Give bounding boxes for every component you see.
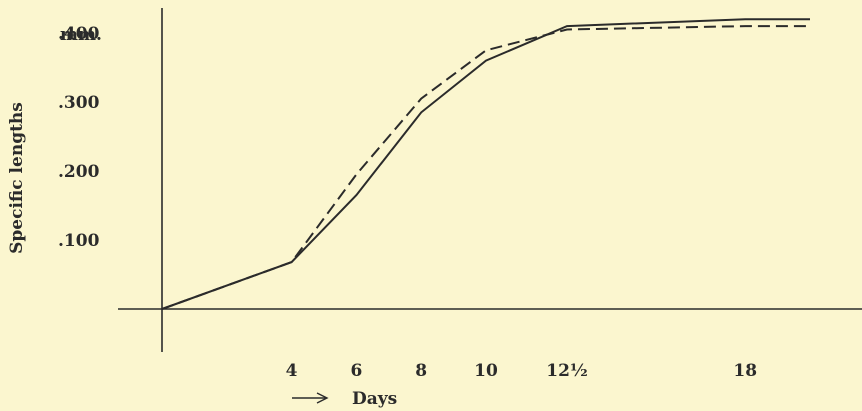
axes — [118, 8, 862, 352]
x-tick-label: 10 — [474, 361, 498, 381]
x-axis-arrow-head — [316, 392, 329, 404]
y-axis-title: Specific lengths — [7, 102, 27, 254]
x-tick-label: 4 — [286, 361, 298, 381]
x-tick-label: 6 — [350, 361, 362, 381]
x-axis-title-group: Days — [292, 389, 397, 409]
x-tick-label: 8 — [415, 361, 427, 381]
series-group — [161, 18, 810, 310]
y-unit-label: mm. — [60, 25, 102, 45]
y-tick-label: .300 — [58, 93, 100, 113]
y-tick-label: .400 — [58, 24, 100, 44]
y-tick-label: .100 — [58, 231, 100, 251]
y-tick-label: .200 — [58, 162, 100, 182]
series-line-solid — [161, 18, 810, 310]
x-tick-label: 12½ — [546, 361, 587, 381]
x-tick-labels: 4 6 8 10 12½ 18 — [286, 361, 757, 381]
x-axis-title: Days — [352, 389, 397, 409]
series-line-dashed — [161, 25, 810, 310]
x-tick-label: 18 — [733, 361, 757, 381]
y-tick-labels: .100 .200 .300 .400 — [58, 24, 100, 251]
